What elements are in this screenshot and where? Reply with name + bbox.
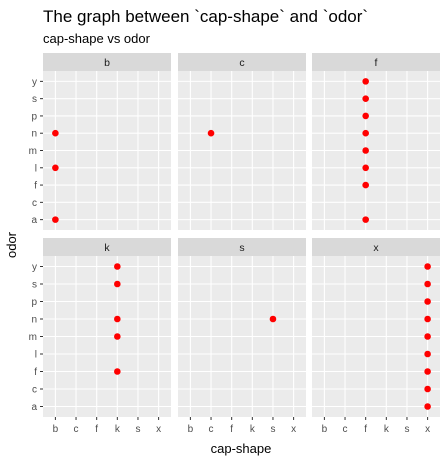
- x-tick-label: b: [322, 424, 328, 435]
- data-point: [114, 333, 121, 340]
- data-point: [424, 385, 431, 393]
- x-tick-label: c: [74, 424, 79, 435]
- x-tick-label: x: [156, 424, 161, 435]
- data-point: [114, 315, 121, 323]
- facet-strip-label: f: [375, 57, 378, 69]
- data-point: [269, 315, 277, 323]
- x-tick-label: c: [209, 424, 214, 435]
- data-point: [114, 280, 121, 288]
- y-tick-label: c: [32, 385, 37, 396]
- x-tick-label: s: [270, 424, 275, 435]
- data-point: [424, 315, 431, 323]
- y-tick-label: y: [32, 262, 37, 273]
- data-point: [362, 95, 369, 102]
- x-tick-label: s: [135, 424, 140, 435]
- data-point: [362, 78, 369, 85]
- y-tick-label: m: [29, 146, 37, 157]
- y-tick-label: c: [32, 198, 37, 209]
- facet-strip-label: s: [239, 242, 244, 254]
- x-tick-label: b: [53, 424, 59, 435]
- x-tick-label: x: [425, 424, 430, 435]
- facet-strip: [43, 238, 171, 256]
- data-point: [424, 333, 431, 340]
- data-point: [424, 403, 431, 410]
- facet-strip-label: x: [373, 242, 379, 254]
- x-tick-label: k: [250, 424, 256, 435]
- x-tick-label: f: [230, 424, 233, 435]
- y-axis-title: odor: [4, 231, 19, 258]
- x-axis-title: cap-shape: [211, 441, 272, 456]
- data-point: [424, 368, 431, 375]
- y-tick-label: f: [34, 181, 37, 192]
- data-point: [424, 263, 431, 270]
- facet-panel-f: f: [312, 53, 440, 230]
- x-tick-label: b: [188, 424, 194, 435]
- x-tick-label: c: [343, 424, 348, 435]
- facet-strip-label: k: [104, 242, 110, 254]
- chart-subtitle: cap-shape vs odor: [43, 31, 151, 46]
- y-tick-label: y: [32, 77, 37, 88]
- y-tick-label: s: [32, 280, 37, 291]
- facet-panel-s: s b c f k s x: [178, 238, 306, 435]
- data-point: [114, 368, 121, 375]
- y-tick-label: n: [31, 129, 37, 140]
- y-tick-label: f: [34, 367, 37, 378]
- facet-panel-x: x b c f k s x: [312, 238, 440, 435]
- x-tick-label: k: [115, 424, 121, 435]
- data-point: [114, 263, 121, 270]
- facet-strip: [312, 238, 440, 256]
- y-tick-label: a: [31, 215, 37, 226]
- data-point: [362, 129, 369, 137]
- x-tick-label: s: [404, 424, 409, 435]
- data-point: [362, 112, 369, 120]
- x-tick-label: k: [384, 424, 390, 435]
- data-point: [52, 164, 59, 172]
- x-tick-label: f: [364, 424, 367, 435]
- data-point: [424, 280, 431, 288]
- data-point: [362, 216, 369, 223]
- y-tick-label: a: [31, 402, 37, 413]
- y-tick-label: m: [29, 332, 37, 343]
- y-tick-label: s: [32, 94, 37, 105]
- data-point: [52, 216, 59, 223]
- facet-strip-label: b: [104, 57, 110, 69]
- chart-title: The graph between `cap-shape` and `odor`: [43, 7, 368, 26]
- x-tick-label: f: [95, 424, 98, 435]
- facet-strip: [43, 53, 171, 71]
- facet-strip-label: c: [239, 57, 244, 69]
- y-tick-label: l: [35, 163, 37, 174]
- facet-strip: [178, 53, 306, 71]
- y-tick-label: n: [31, 315, 37, 326]
- y-tick-label: p: [31, 111, 37, 122]
- facet-strip: [178, 238, 306, 256]
- y-tick-label: l: [35, 350, 37, 361]
- data-point: [362, 147, 369, 154]
- data-point: [424, 298, 431, 305]
- facet-panel-c: c: [178, 53, 306, 230]
- data-point: [362, 164, 369, 172]
- data-point: [424, 350, 431, 358]
- data-point: [362, 181, 369, 189]
- y-tick-label: p: [31, 297, 37, 308]
- x-tick-label: x: [291, 424, 296, 435]
- facet-strip: [312, 53, 440, 71]
- data-point: [207, 129, 215, 137]
- data-point: [52, 129, 59, 137]
